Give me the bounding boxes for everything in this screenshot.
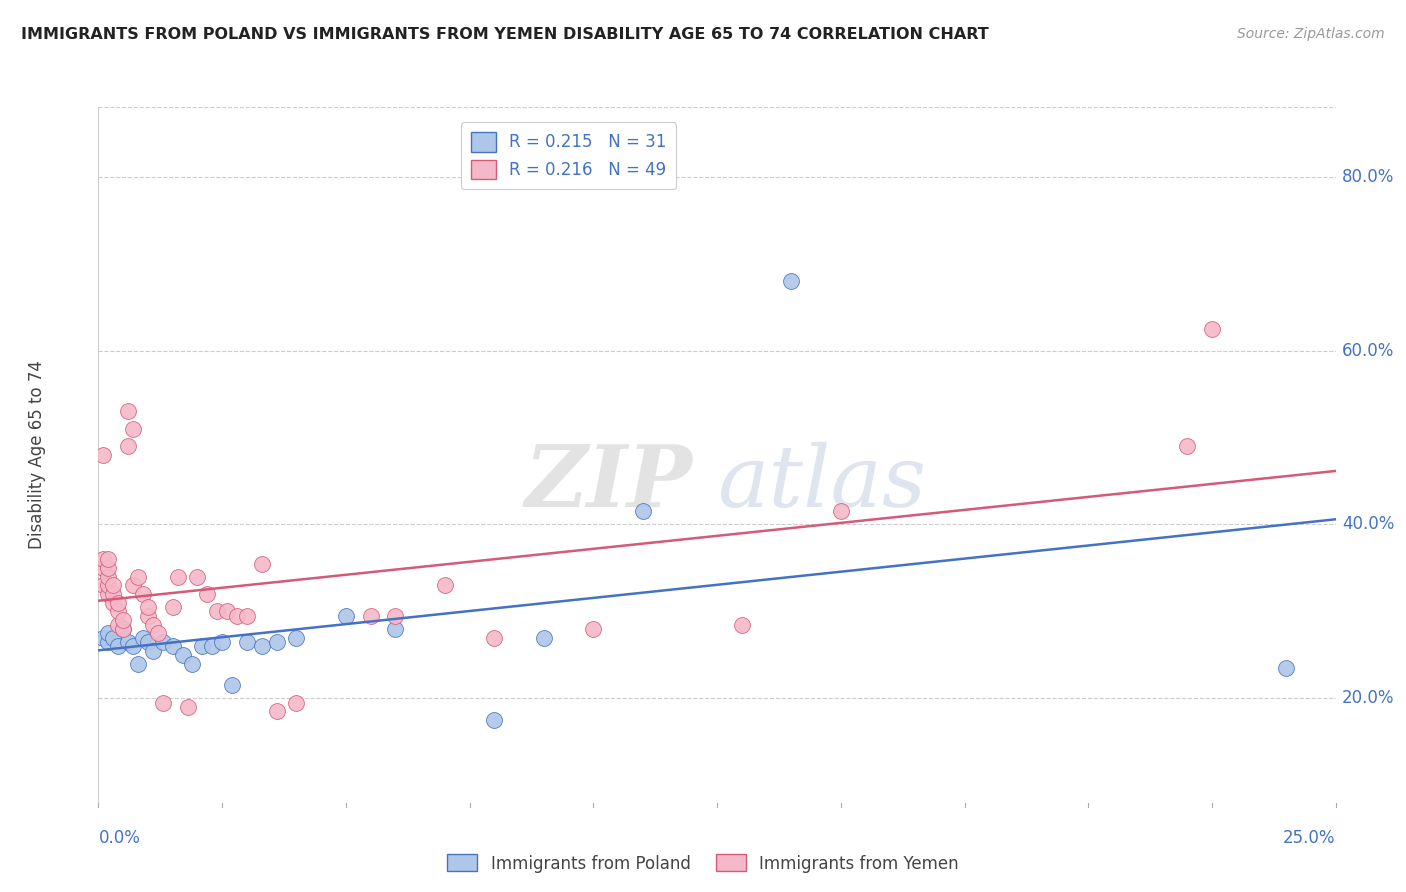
Point: [97, 570, 120, 584]
Text: 40.0%: 40.0%: [1341, 516, 1395, 533]
Point: [285, 631, 308, 645]
Point: [217, 605, 239, 619]
Point: [780, 274, 803, 288]
Point: [112, 622, 135, 636]
Point: [97, 578, 120, 592]
Point: [97, 626, 120, 640]
Point: [236, 608, 259, 623]
Text: Source: ZipAtlas.com: Source: ZipAtlas.com: [1237, 27, 1385, 41]
Point: [132, 631, 155, 645]
Point: [384, 622, 406, 636]
Point: [162, 639, 184, 653]
Point: [146, 626, 169, 640]
Text: atlas: atlas: [717, 442, 927, 524]
Point: [176, 700, 198, 714]
Point: [107, 605, 129, 619]
Point: [136, 608, 159, 623]
Point: [152, 696, 174, 710]
Point: [103, 578, 125, 592]
Point: [93, 631, 115, 645]
Point: [107, 639, 129, 653]
Point: [211, 635, 233, 649]
Point: [107, 596, 129, 610]
Point: [1201, 322, 1223, 336]
Text: Disability Age 65 to 74: Disability Age 65 to 74: [28, 360, 45, 549]
Point: [285, 696, 308, 710]
Point: [731, 617, 754, 632]
Point: [582, 622, 605, 636]
Point: [195, 587, 218, 601]
Point: [97, 587, 120, 601]
Point: [122, 422, 145, 436]
Point: [226, 608, 249, 623]
Point: [266, 705, 288, 719]
Point: [221, 678, 243, 692]
Point: [117, 635, 139, 649]
Point: [201, 639, 224, 653]
Point: [631, 504, 654, 518]
Point: [335, 608, 357, 623]
Point: [142, 617, 165, 632]
Point: [142, 643, 165, 657]
Point: [93, 578, 115, 592]
Point: [107, 617, 129, 632]
Point: [136, 635, 159, 649]
Point: [103, 587, 125, 601]
Point: [103, 596, 125, 610]
Point: [103, 631, 125, 645]
Point: [266, 635, 288, 649]
Point: [93, 561, 115, 575]
Point: [162, 600, 184, 615]
Point: [166, 570, 188, 584]
Text: IMMIGRANTS FROM POLAND VS IMMIGRANTS FROM YEMEN DISABILITY AGE 65 TO 74 CORRELAT: IMMIGRANTS FROM POLAND VS IMMIGRANTS FRO…: [21, 27, 988, 42]
Point: [136, 600, 159, 615]
Point: [132, 587, 155, 601]
Point: [112, 613, 135, 627]
Point: [112, 622, 135, 636]
Legend: R = 0.215   N = 31, R = 0.216   N = 49: R = 0.215 N = 31, R = 0.216 N = 49: [461, 122, 676, 189]
Point: [97, 635, 120, 649]
Point: [117, 404, 139, 418]
Point: [117, 439, 139, 453]
Point: [433, 578, 456, 592]
Point: [830, 504, 852, 518]
Point: [181, 657, 204, 671]
Point: [191, 639, 214, 653]
Point: [93, 448, 115, 462]
Point: [172, 648, 194, 662]
Text: ZIP: ZIP: [524, 441, 692, 524]
Point: [122, 578, 145, 592]
Point: [1175, 439, 1198, 453]
Text: 60.0%: 60.0%: [1341, 342, 1395, 359]
Point: [533, 631, 555, 645]
Point: [1275, 661, 1298, 675]
Point: [122, 639, 145, 653]
Point: [360, 608, 382, 623]
Text: 0.0%: 0.0%: [98, 829, 141, 847]
Point: [186, 570, 208, 584]
Point: [127, 570, 149, 584]
Text: 80.0%: 80.0%: [1341, 168, 1395, 186]
Point: [205, 605, 228, 619]
Point: [250, 557, 273, 571]
Point: [384, 608, 406, 623]
Text: 25.0%: 25.0%: [1284, 829, 1336, 847]
Point: [236, 635, 259, 649]
Point: [484, 631, 506, 645]
Point: [250, 639, 273, 653]
Point: [97, 561, 120, 575]
Point: [97, 552, 120, 566]
Point: [484, 713, 506, 727]
Legend: Immigrants from Poland, Immigrants from Yemen: Immigrants from Poland, Immigrants from …: [440, 847, 966, 880]
Point: [152, 635, 174, 649]
Point: [127, 657, 149, 671]
Point: [93, 552, 115, 566]
Text: 20.0%: 20.0%: [1341, 690, 1395, 707]
